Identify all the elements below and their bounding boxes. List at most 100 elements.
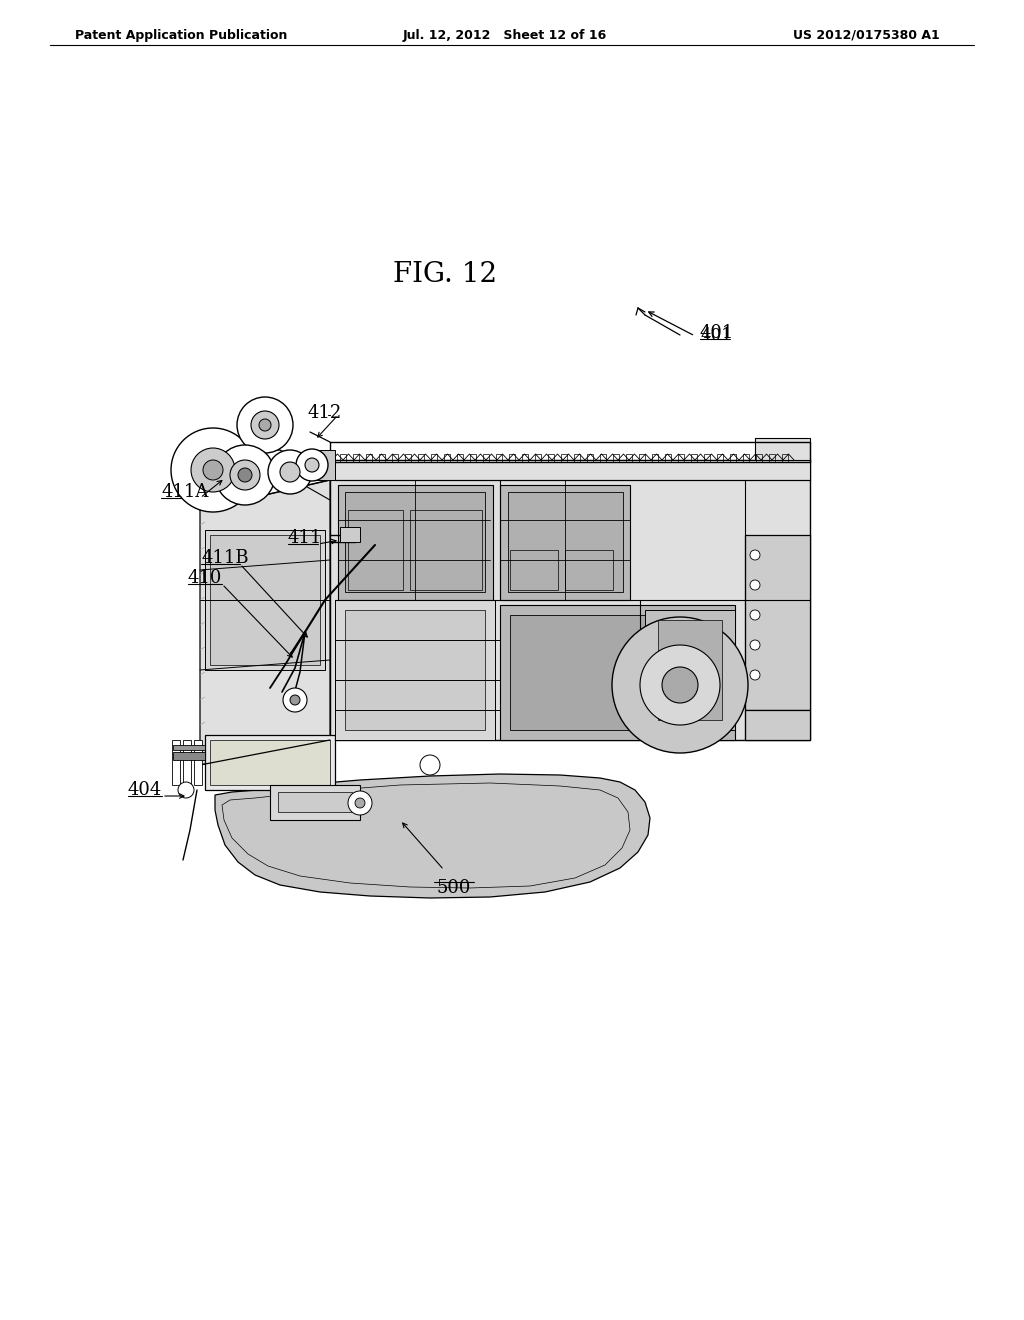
Circle shape <box>348 791 372 814</box>
Bar <box>338 484 493 601</box>
Text: 412: 412 <box>308 404 342 422</box>
Circle shape <box>283 688 307 711</box>
Bar <box>745 535 810 710</box>
Bar <box>508 492 623 591</box>
Circle shape <box>230 459 260 490</box>
Bar <box>278 792 352 812</box>
Bar <box>310 450 335 480</box>
Bar <box>330 459 810 480</box>
Bar <box>205 531 325 671</box>
Bar <box>457 454 463 462</box>
Bar <box>353 454 359 462</box>
Circle shape <box>259 418 271 432</box>
Text: 401: 401 <box>700 323 734 342</box>
Bar <box>522 454 528 462</box>
Circle shape <box>750 579 760 590</box>
Text: 410: 410 <box>188 569 222 587</box>
Bar <box>172 741 180 785</box>
Bar <box>613 454 618 462</box>
Bar <box>366 454 372 462</box>
Bar <box>335 601 495 741</box>
Circle shape <box>750 671 760 680</box>
Text: 500: 500 <box>437 879 471 898</box>
Bar <box>769 454 775 462</box>
Circle shape <box>750 550 760 560</box>
Bar <box>652 454 658 462</box>
Circle shape <box>750 640 760 649</box>
Bar <box>210 535 319 665</box>
Bar <box>406 454 411 462</box>
Circle shape <box>750 610 760 620</box>
Bar <box>500 484 630 601</box>
Bar <box>510 550 558 590</box>
Circle shape <box>420 755 440 775</box>
Polygon shape <box>200 480 330 766</box>
Text: 411: 411 <box>288 529 323 546</box>
Circle shape <box>268 450 312 494</box>
Bar <box>418 454 424 462</box>
Bar <box>431 454 437 462</box>
Bar <box>173 752 205 760</box>
Bar <box>379 454 385 462</box>
Bar <box>548 454 554 462</box>
Text: Jul. 12, 2012   Sheet 12 of 16: Jul. 12, 2012 Sheet 12 of 16 <box>402 29 607 41</box>
Bar <box>295 457 335 475</box>
Circle shape <box>280 462 300 482</box>
Bar <box>743 454 749 462</box>
Text: FIG. 12: FIG. 12 <box>393 260 497 288</box>
Circle shape <box>178 781 194 799</box>
Bar <box>565 550 613 590</box>
Bar <box>678 454 684 462</box>
Bar <box>330 459 810 741</box>
Text: 411B: 411B <box>201 549 249 568</box>
Bar <box>205 735 335 789</box>
Text: 411A: 411A <box>161 483 208 502</box>
Bar <box>509 454 515 462</box>
Circle shape <box>238 469 252 482</box>
Bar <box>444 454 450 462</box>
Bar <box>173 744 205 750</box>
Bar <box>665 454 671 462</box>
Text: Patent Application Publication: Patent Application Publication <box>75 29 288 41</box>
Bar <box>561 454 567 462</box>
Circle shape <box>171 428 255 512</box>
Circle shape <box>296 449 328 480</box>
Bar <box>535 454 541 462</box>
Circle shape <box>203 459 223 480</box>
Bar <box>626 454 632 462</box>
Circle shape <box>612 616 748 752</box>
Circle shape <box>662 667 698 704</box>
Circle shape <box>305 458 319 473</box>
Bar <box>782 454 788 462</box>
Bar <box>340 527 360 543</box>
Text: 401: 401 <box>700 326 732 343</box>
Bar <box>658 620 722 719</box>
Bar <box>730 454 736 462</box>
Text: US 2012/0175380 A1: US 2012/0175380 A1 <box>794 29 940 41</box>
Circle shape <box>290 696 300 705</box>
Bar <box>756 454 762 462</box>
Bar <box>639 454 645 462</box>
Bar <box>587 454 593 462</box>
Bar <box>183 741 191 785</box>
Bar <box>270 785 360 820</box>
Bar <box>745 710 810 741</box>
Bar <box>470 454 476 462</box>
Bar <box>500 605 735 741</box>
Circle shape <box>355 799 365 808</box>
Bar <box>600 454 606 462</box>
Bar <box>194 741 202 785</box>
Circle shape <box>215 445 275 506</box>
Bar <box>755 438 810 459</box>
Circle shape <box>191 447 234 492</box>
Bar <box>345 610 485 730</box>
Bar <box>717 454 723 462</box>
Polygon shape <box>215 774 650 898</box>
Bar <box>574 454 580 462</box>
Bar <box>348 510 403 590</box>
Bar <box>210 741 330 785</box>
Bar <box>340 454 346 462</box>
Bar <box>510 615 725 730</box>
Circle shape <box>251 411 279 440</box>
Bar <box>345 492 485 591</box>
